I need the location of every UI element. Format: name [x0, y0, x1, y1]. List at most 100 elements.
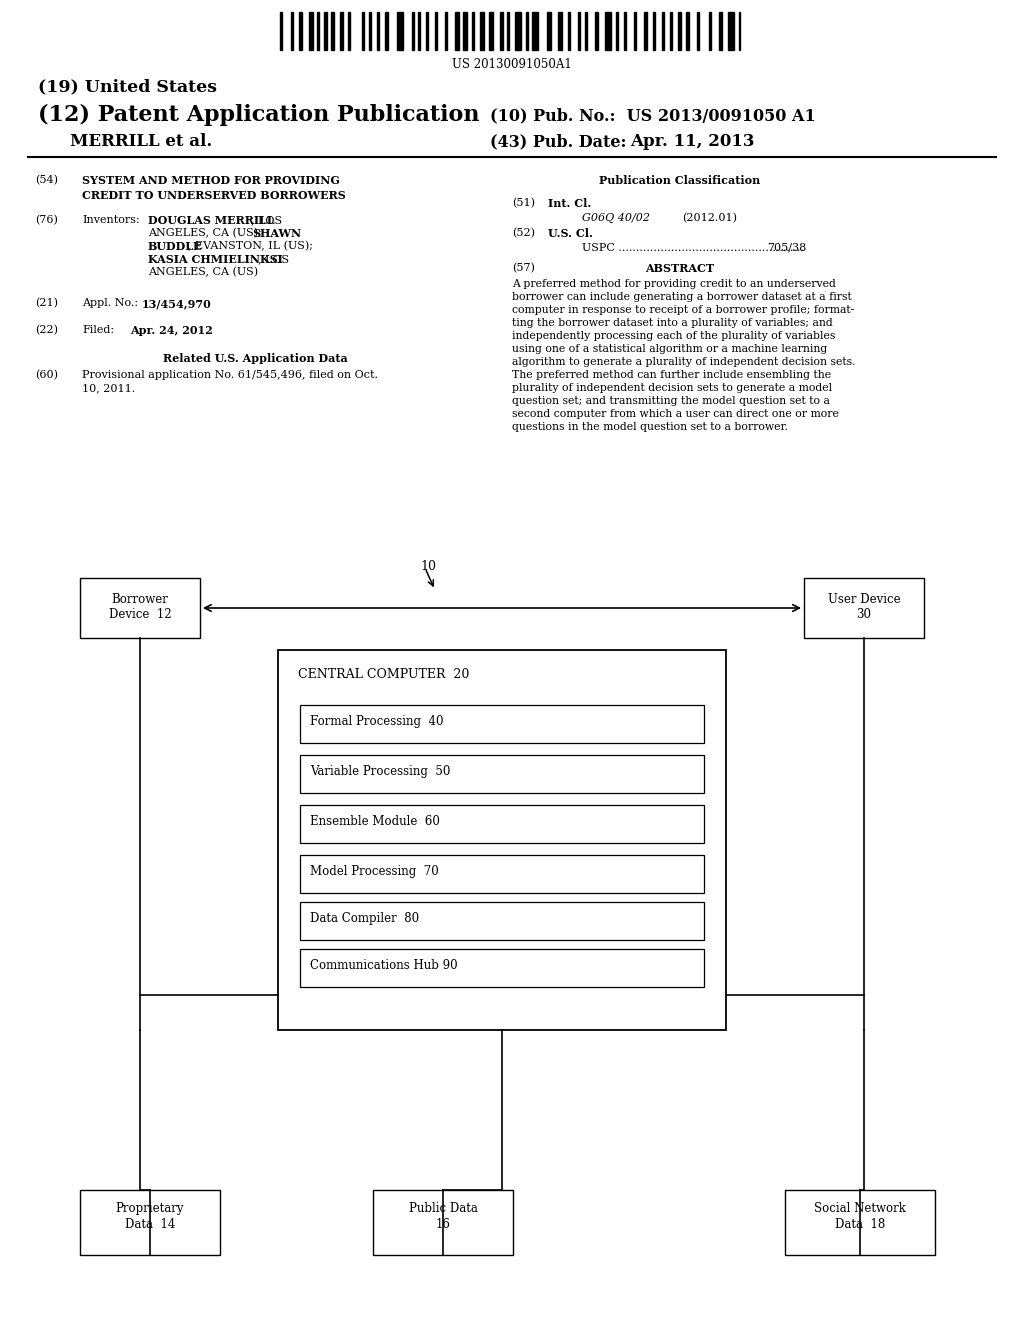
Bar — [397, 12, 403, 50]
Text: Public Data: Public Data — [409, 1203, 477, 1214]
Bar — [670, 12, 672, 50]
Text: CREDIT TO UNDERSERVED BORROWERS: CREDIT TO UNDERSERVED BORROWERS — [82, 190, 346, 201]
Text: The preferred method can further include ensembling the: The preferred method can further include… — [512, 370, 831, 380]
Text: (10) Pub. No.:  US 2013/0091050 A1: (10) Pub. No.: US 2013/0091050 A1 — [490, 107, 816, 124]
Bar — [585, 12, 587, 50]
Text: Apr. 24, 2012: Apr. 24, 2012 — [130, 325, 213, 337]
Bar — [616, 12, 618, 50]
Text: (60): (60) — [35, 370, 58, 380]
Bar — [558, 12, 562, 50]
Bar — [653, 12, 655, 50]
Text: Social Network: Social Network — [814, 1203, 906, 1214]
Bar — [662, 12, 664, 50]
Text: independently processing each of the plurality of variables: independently processing each of the plu… — [512, 331, 836, 341]
Text: Appl. No.:: Appl. No.: — [82, 298, 138, 308]
Text: Borrower: Borrower — [112, 593, 168, 606]
Bar — [634, 12, 636, 50]
Bar — [568, 12, 570, 50]
Bar — [280, 12, 282, 50]
Text: U.S. Cl.: U.S. Cl. — [548, 228, 593, 239]
Bar — [507, 12, 509, 50]
Text: (21): (21) — [35, 298, 58, 309]
Text: 10: 10 — [420, 560, 436, 573]
Text: Ensemble Module  60: Ensemble Module 60 — [310, 814, 440, 828]
Text: (54): (54) — [35, 176, 58, 185]
Bar — [362, 12, 364, 50]
Bar — [369, 12, 371, 50]
Bar — [435, 12, 437, 50]
Text: BUDDLE: BUDDLE — [148, 242, 203, 252]
Bar — [377, 12, 379, 50]
Text: using one of a statistical algorithm or a machine learning: using one of a statistical algorithm or … — [512, 345, 827, 354]
Text: DOUGLAS MERRILL: DOUGLAS MERRILL — [148, 215, 274, 226]
Text: (12) Patent Application Publication: (12) Patent Application Publication — [38, 104, 479, 127]
Bar — [300, 949, 705, 987]
Bar — [300, 855, 705, 894]
Text: , LOS: , LOS — [251, 215, 283, 224]
Text: US 20130091050A1: US 20130091050A1 — [453, 58, 571, 71]
Bar — [785, 1191, 935, 1255]
Text: second computer from which a user can direct one or more: second computer from which a user can di… — [512, 409, 839, 418]
Text: borrower can include generating a borrower dataset at a first: borrower can include generating a borrow… — [512, 292, 852, 302]
Text: Data  18: Data 18 — [835, 1218, 885, 1232]
Bar — [331, 12, 334, 50]
Bar — [472, 12, 474, 50]
Text: question set; and transmitting the model question set to a: question set; and transmitting the model… — [512, 396, 829, 407]
Text: (19) United States: (19) United States — [38, 78, 217, 95]
Text: ting the borrower dataset into a plurality of variables; and: ting the borrower dataset into a plurali… — [512, 318, 833, 327]
Text: Communications Hub 90: Communications Hub 90 — [310, 960, 458, 972]
Bar — [804, 578, 924, 638]
Text: MERRILL et al.: MERRILL et al. — [70, 133, 212, 150]
Text: Inventors:: Inventors: — [82, 215, 139, 224]
Text: (22): (22) — [35, 325, 58, 335]
Bar — [686, 12, 689, 50]
Text: Data  14: Data 14 — [125, 1218, 175, 1232]
Text: SYSTEM AND METHOD FOR PROVIDING: SYSTEM AND METHOD FOR PROVIDING — [82, 176, 340, 186]
Text: (52): (52) — [512, 228, 535, 239]
Bar — [515, 12, 521, 50]
Text: 705/38: 705/38 — [767, 243, 806, 253]
Text: 30: 30 — [856, 609, 871, 620]
Bar — [728, 12, 734, 50]
Text: Int. Cl.: Int. Cl. — [548, 198, 591, 209]
Text: KASIA CHMIELINKSI: KASIA CHMIELINKSI — [148, 253, 283, 265]
Text: , LOS: , LOS — [258, 253, 289, 264]
Bar — [644, 12, 647, 50]
Text: Filed:: Filed: — [82, 325, 114, 335]
Text: (51): (51) — [512, 198, 535, 209]
Text: Variable Processing  50: Variable Processing 50 — [310, 766, 451, 777]
Bar — [278, 649, 726, 1030]
Bar — [300, 902, 705, 940]
Text: Data Compiler  80: Data Compiler 80 — [310, 912, 419, 925]
Text: ANGELES, CA (US);: ANGELES, CA (US); — [148, 228, 265, 239]
Text: Publication Classification: Publication Classification — [599, 176, 761, 186]
Bar — [348, 12, 350, 50]
Bar — [624, 12, 626, 50]
Bar — [709, 12, 711, 50]
Text: (2012.01): (2012.01) — [682, 213, 737, 223]
Text: , EVANSTON, IL (US);: , EVANSTON, IL (US); — [188, 242, 313, 251]
Bar — [578, 12, 580, 50]
Bar — [412, 12, 414, 50]
Bar — [385, 12, 388, 50]
Bar — [324, 12, 327, 50]
Bar — [80, 1191, 220, 1255]
Text: Formal Processing  40: Formal Processing 40 — [310, 715, 443, 729]
Bar — [500, 12, 503, 50]
Text: G06Q 40/02: G06Q 40/02 — [582, 213, 650, 223]
Bar — [299, 12, 302, 50]
Text: User Device: User Device — [827, 593, 900, 606]
Bar — [463, 12, 467, 50]
Text: CENTRAL COMPUTER  20: CENTRAL COMPUTER 20 — [298, 668, 469, 681]
Text: SHAWN: SHAWN — [252, 228, 301, 239]
Bar — [418, 12, 420, 50]
Bar — [80, 578, 200, 638]
Bar — [426, 12, 428, 50]
Text: 13/454,970: 13/454,970 — [142, 298, 212, 309]
Text: 10, 2011.: 10, 2011. — [82, 383, 135, 393]
Text: (43) Pub. Date:: (43) Pub. Date: — [490, 133, 627, 150]
Bar — [291, 12, 293, 50]
Bar — [489, 12, 493, 50]
Text: Apr. 11, 2013: Apr. 11, 2013 — [630, 133, 755, 150]
Bar — [445, 12, 447, 50]
